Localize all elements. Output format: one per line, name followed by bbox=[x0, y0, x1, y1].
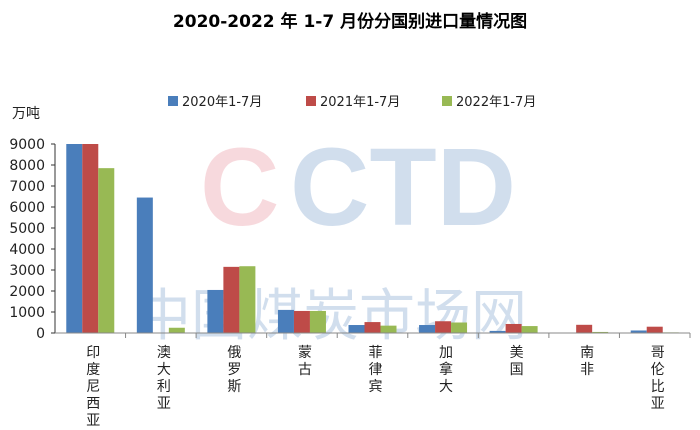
bar bbox=[277, 309, 294, 333]
bar bbox=[168, 327, 185, 333]
bar bbox=[207, 289, 224, 333]
x-tick-label: 澳大利亚 bbox=[157, 345, 171, 412]
x-tick-label: 俄罗斯 bbox=[227, 345, 241, 395]
bar bbox=[630, 330, 647, 333]
y-tick-label: 6000 bbox=[9, 200, 45, 216]
bar bbox=[489, 330, 506, 333]
bar bbox=[309, 310, 326, 333]
watermark: C CTD 中国煤炭市场网 bbox=[135, 126, 527, 349]
legend-swatch bbox=[168, 96, 178, 106]
y-tick-label: 0 bbox=[36, 326, 45, 342]
bar bbox=[419, 325, 436, 333]
legend-swatch bbox=[442, 96, 452, 106]
y-tick-label: 7000 bbox=[9, 179, 45, 195]
x-tick-label: 加拿大 bbox=[439, 345, 453, 395]
x-tick-label: 菲律宾 bbox=[369, 345, 383, 395]
x-tick-label: 印度尼西亚 bbox=[86, 345, 100, 429]
chart-title: 2020-2022 年 1-7 月份分国别进口量情况图 bbox=[173, 11, 527, 32]
bar bbox=[451, 322, 468, 333]
legend-label: 2020年1-7月 bbox=[182, 95, 262, 110]
y-tick-label: 1000 bbox=[9, 305, 45, 321]
bar bbox=[66, 144, 83, 333]
y-tick-label: 3000 bbox=[9, 263, 45, 279]
bar bbox=[521, 326, 538, 333]
bar bbox=[646, 326, 663, 333]
bar bbox=[380, 325, 397, 333]
y-tick-label: 2000 bbox=[9, 284, 45, 300]
bar bbox=[364, 322, 381, 333]
bar bbox=[136, 197, 153, 333]
legend: 2020年1-7月 2021年1-7月 2022年1-7月 bbox=[168, 95, 536, 110]
bar bbox=[576, 324, 593, 333]
y-axis-label: 万吨 bbox=[12, 106, 40, 122]
legend-swatch bbox=[306, 96, 316, 106]
bar bbox=[293, 310, 310, 333]
x-tick-label: 哥伦比亚 bbox=[651, 345, 665, 412]
x-tick-label: 美国 bbox=[510, 345, 524, 378]
legend-label: 2022年1-7月 bbox=[456, 95, 536, 110]
y-tick-label: 9000 bbox=[9, 137, 45, 153]
bar bbox=[82, 144, 99, 333]
y-tick-label: 8000 bbox=[9, 158, 45, 174]
y-tick-label: 4000 bbox=[9, 242, 45, 258]
bar bbox=[435, 321, 452, 333]
watermark-text: 中国煤炭市场网 bbox=[135, 284, 527, 349]
bar bbox=[592, 331, 609, 333]
svg-text:CTD: CTD bbox=[290, 126, 516, 249]
bar bbox=[505, 323, 522, 333]
x-tick-label: 蒙古 bbox=[298, 345, 312, 378]
bar bbox=[239, 266, 256, 333]
legend-label: 2021年1-7月 bbox=[320, 95, 400, 110]
x-tick-label: 南非 bbox=[580, 345, 594, 378]
svg-text:C: C bbox=[200, 126, 279, 249]
bar bbox=[223, 266, 240, 333]
bar bbox=[98, 168, 115, 333]
y-tick-label: 5000 bbox=[9, 221, 45, 237]
bar bbox=[348, 325, 365, 333]
